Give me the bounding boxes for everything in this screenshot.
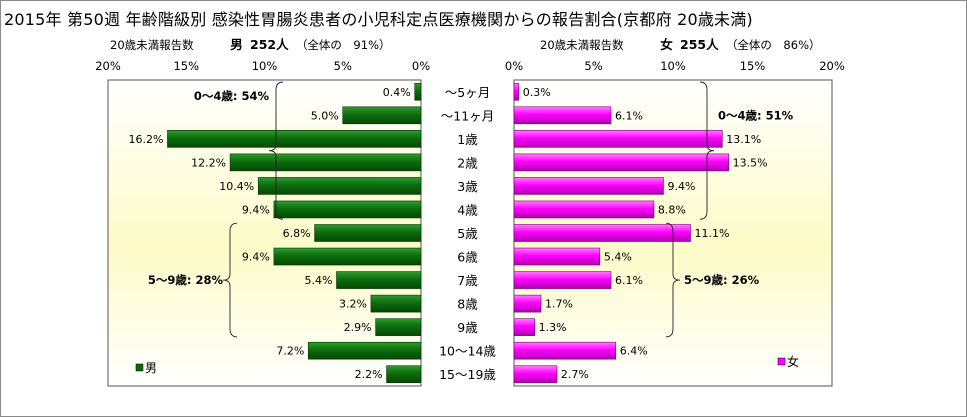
female-legend-swatch: [777, 357, 786, 366]
age-category-label: 15～19歳: [439, 367, 496, 382]
male-bar: [336, 271, 422, 289]
male-x-tick-label: 0%: [412, 59, 430, 73]
male-x-tick-label: 20%: [95, 59, 121, 73]
male-bar: [375, 318, 422, 336]
male-share: （全体の 91%）: [295, 38, 391, 52]
male-value-label: 2.2%: [355, 368, 383, 381]
male-legend-label: 男: [145, 361, 157, 375]
male-bar: [257, 177, 422, 195]
male-legend-swatch: [135, 363, 144, 372]
female-value-label: 1.7%: [545, 298, 573, 311]
female-bar: [513, 365, 558, 384]
male-age-group-brace: [222, 222, 238, 338]
male-value-label: 16.2%: [129, 133, 164, 146]
age-category-label: 1歳: [457, 132, 478, 147]
female-x-tick-label: 5%: [584, 59, 602, 73]
male-bar: [273, 200, 422, 219]
female-age-group-brace: [665, 222, 681, 338]
female-share: （全体の 86%）: [725, 38, 821, 52]
female-bar: [513, 200, 655, 219]
male-bar: [314, 224, 422, 242]
female-value-label: 5.4%: [604, 251, 632, 264]
male-value-label: 0.4%: [383, 86, 411, 99]
male-value-label: 6.8%: [283, 227, 311, 240]
female-value-label: 2.7%: [561, 368, 589, 381]
female-value-label: 13.1%: [726, 133, 761, 146]
female-value-label: 9.4%: [667, 180, 695, 193]
male-value-label: 12.2%: [191, 156, 226, 169]
female-bar: [513, 294, 542, 313]
female-value-label: 8.8%: [658, 203, 686, 216]
female-age-group-brace: [699, 81, 715, 220]
male-header: 20歳未満報告数 男 252人 （全体の 91%）: [110, 34, 391, 53]
female-x-tick-label: 15%: [740, 59, 766, 73]
age-category-label: ～5ヶ月: [445, 85, 490, 100]
age-category-label: 4歳: [457, 202, 478, 217]
female-bar: [513, 153, 729, 172]
male-x-tick-label: 10%: [252, 59, 278, 73]
age-category-label: ～11ヶ月: [441, 108, 494, 123]
age-category-label: 10～14歳: [439, 344, 496, 359]
female-header: 20歳未満報告数 女 255人 （全体の 86%）: [540, 34, 821, 53]
female-value-label: 11.1%: [694, 227, 729, 240]
age-category-label: 5歳: [457, 226, 478, 241]
female-legend-label: 女: [787, 354, 799, 369]
age-category-label: 7歳: [457, 273, 478, 288]
male-x-tick-label: 5%: [334, 59, 352, 73]
male-age-group-annotation: 0～4歳: 54%: [194, 89, 270, 103]
female-bar: [513, 130, 723, 148]
female-bar: [513, 247, 601, 266]
male-bar: [370, 294, 422, 313]
male-value-label: 9.4%: [242, 203, 270, 216]
male-bar: [167, 130, 422, 148]
male-age-group-annotation: 5～9歳: 28%: [148, 273, 224, 287]
male-bar: [342, 106, 422, 125]
female-value-label: 6.4%: [620, 345, 648, 358]
female-bar: [513, 318, 535, 336]
female-caption: 20歳未満報告数: [540, 38, 624, 52]
male-value-label: 10.4%: [219, 180, 254, 193]
female-age-group-annotation: 5～9歳: 26%: [684, 273, 760, 287]
male-age-group-brace: [268, 81, 284, 220]
male-sex-label: 男: [230, 37, 243, 52]
age-category-label: 2歳: [457, 155, 478, 170]
female-x-tick-label: 20%: [819, 59, 845, 73]
male-bar: [308, 341, 422, 360]
male-bar: [229, 153, 422, 172]
male-x-tick-label: 15%: [173, 59, 199, 73]
male-bar: [273, 247, 422, 266]
chart-title: 2015年 第50週 年齢階級別 感染性胃腸炎患者の小児科定点医療機関からの報告…: [4, 10, 753, 29]
male-value-label: 2.9%: [344, 321, 372, 334]
male-value-label: 7.2%: [276, 345, 304, 358]
male-value-label: 9.4%: [242, 251, 270, 264]
female-x-tick-label: 0%: [505, 59, 523, 73]
age-category-label: 3歳: [457, 179, 478, 194]
female-value-label: 6.1%: [615, 274, 643, 287]
female-count: 255人: [680, 37, 719, 52]
female-bar: [513, 224, 691, 242]
male-value-label: 3.2%: [339, 298, 367, 311]
female-bar: [513, 271, 612, 289]
female-bar: [513, 106, 612, 125]
male-value-label: 5.4%: [305, 274, 333, 287]
female-x-tick-label: 10%: [660, 59, 686, 73]
female-sex-label: 女: [660, 37, 673, 52]
female-bar: [513, 341, 617, 360]
age-category-label: 8歳: [457, 297, 478, 312]
male-caption: 20歳未満報告数: [110, 38, 194, 52]
male-bar: [414, 82, 422, 101]
male-value-label: 5.0%: [311, 109, 339, 122]
female-value-label: 0.3%: [523, 86, 551, 99]
female-bar: [513, 177, 664, 195]
age-category-label: 9歳: [457, 320, 478, 335]
female-bar: [513, 82, 520, 101]
female-age-group-annotation: 0～4歳: 51%: [718, 108, 794, 122]
male-count: 252人: [250, 37, 289, 52]
female-value-label: 6.1%: [615, 109, 643, 122]
age-category-label: 6歳: [457, 250, 478, 265]
male-bar: [386, 365, 422, 384]
female-value-label: 13.5%: [733, 156, 768, 169]
female-value-label: 1.3%: [539, 321, 567, 334]
